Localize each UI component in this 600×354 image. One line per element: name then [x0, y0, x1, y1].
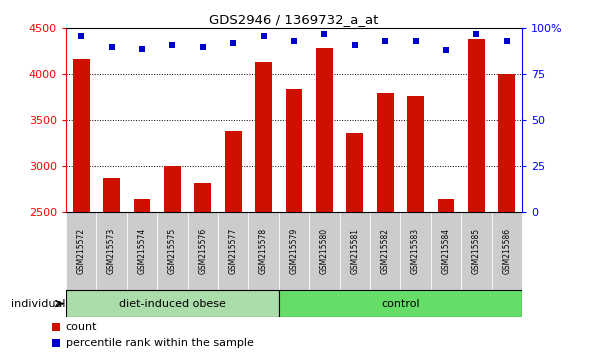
Bar: [370, 212, 400, 290]
Text: GSM215579: GSM215579: [290, 228, 299, 274]
Text: GSM215577: GSM215577: [229, 228, 238, 274]
Bar: [286, 89, 302, 212]
Text: percentile rank within the sample: percentile rank within the sample: [66, 338, 254, 348]
Bar: [127, 212, 157, 290]
Bar: [103, 178, 120, 212]
Text: GSM215585: GSM215585: [472, 228, 481, 274]
Bar: [407, 96, 424, 212]
Bar: [218, 212, 248, 290]
Text: GSM215586: GSM215586: [502, 228, 511, 274]
Bar: [377, 93, 394, 212]
Bar: [461, 212, 491, 290]
Bar: [279, 290, 522, 317]
Text: GSM215584: GSM215584: [442, 228, 451, 274]
Bar: [340, 212, 370, 290]
Text: GSM215582: GSM215582: [381, 228, 390, 274]
Bar: [188, 212, 218, 290]
Bar: [431, 212, 461, 290]
Text: diet-induced obese: diet-induced obese: [119, 298, 226, 309]
Bar: [248, 212, 279, 290]
Text: GSM215574: GSM215574: [137, 228, 146, 274]
Bar: [499, 74, 515, 212]
Text: control: control: [381, 298, 420, 309]
Bar: [316, 48, 333, 212]
Bar: [255, 62, 272, 212]
Bar: [437, 199, 454, 212]
Text: GSM215575: GSM215575: [168, 228, 177, 274]
Bar: [97, 212, 127, 290]
Text: GSM215583: GSM215583: [411, 228, 420, 274]
Bar: [346, 133, 363, 212]
Text: individual: individual: [11, 298, 65, 309]
Bar: [279, 212, 309, 290]
Bar: [66, 290, 279, 317]
Bar: [164, 166, 181, 212]
Bar: [73, 59, 89, 212]
Bar: [194, 183, 211, 212]
Text: GSM215580: GSM215580: [320, 228, 329, 274]
Title: GDS2946 / 1369732_a_at: GDS2946 / 1369732_a_at: [209, 13, 379, 26]
Bar: [468, 39, 485, 212]
Bar: [491, 212, 522, 290]
Bar: [225, 131, 242, 212]
Text: GSM215581: GSM215581: [350, 228, 359, 274]
Text: GSM215573: GSM215573: [107, 228, 116, 274]
Bar: [157, 212, 188, 290]
Bar: [400, 212, 431, 290]
Bar: [134, 199, 151, 212]
Text: GSM215572: GSM215572: [77, 228, 86, 274]
Bar: [66, 212, 97, 290]
Bar: [309, 212, 340, 290]
Text: count: count: [66, 322, 97, 332]
Text: GSM215578: GSM215578: [259, 228, 268, 274]
Text: GSM215576: GSM215576: [198, 228, 208, 274]
